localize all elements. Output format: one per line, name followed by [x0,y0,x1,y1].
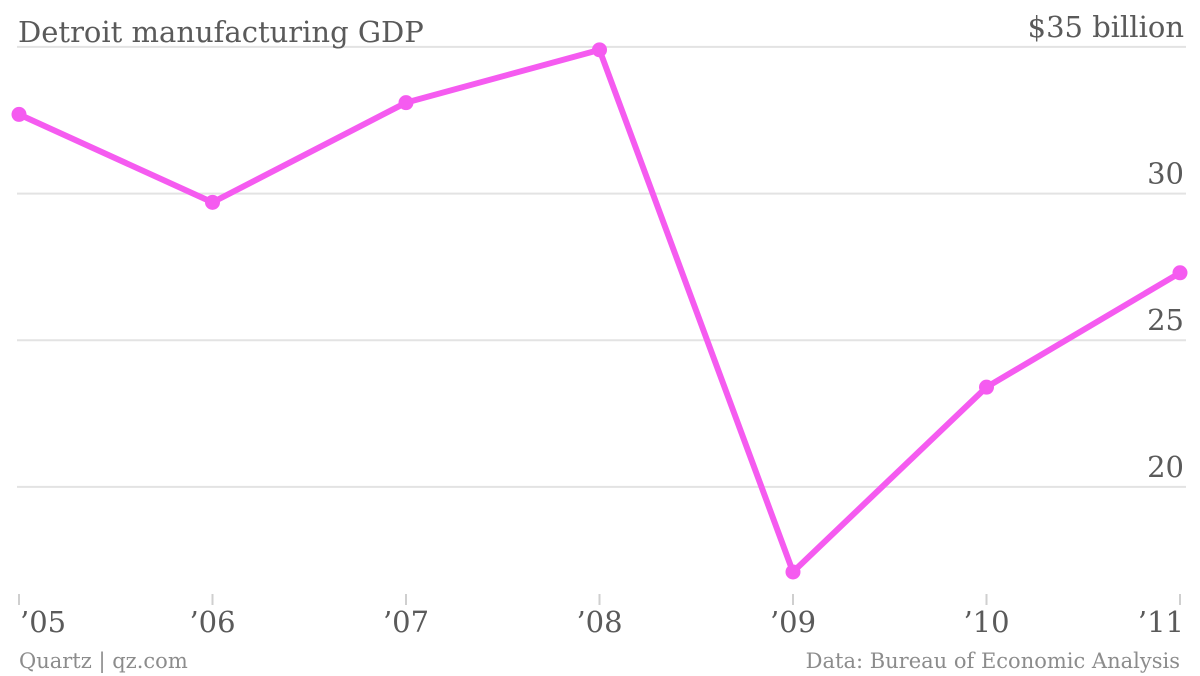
y-tick-labels: 20 25 30 $35 billion [1028,10,1184,484]
x-tick-label: ’07 [383,605,429,639]
data-point [785,564,801,580]
data-point [1172,265,1188,281]
y-tick-label: $35 billion [1028,10,1184,44]
x-tick-label: ’10 [963,605,1009,639]
x-tick-label: ’06 [189,605,235,639]
x-tick-label: ’05 [20,605,66,639]
x-tick-marks [18,594,1181,605]
x-tick-label: ’09 [770,605,816,639]
x-tick-label: ’11 [1138,605,1184,639]
data-point [398,95,414,111]
y-tick-label: 20 [1147,450,1184,484]
chart-title: Detroit manufacturing GDP [18,15,424,49]
x-tick-label: ’08 [576,605,622,639]
data-point [11,106,27,122]
data-point [205,194,220,210]
y-tick-label: 25 [1147,303,1184,337]
series-line [16,46,1183,575]
data-point [592,42,607,58]
grid-layer [17,45,1186,488]
series-layer [11,42,1188,580]
y-tick-label: 30 [1147,157,1184,191]
x-tick-labels: ’05 ’06 ’07 ’08 ’09 ’10 ’11 [20,605,1184,639]
data-source: Data: Bureau of Economic Analysis [806,649,1180,673]
data-point [979,379,994,395]
source-credit: Quartz | qz.com [19,649,188,674]
